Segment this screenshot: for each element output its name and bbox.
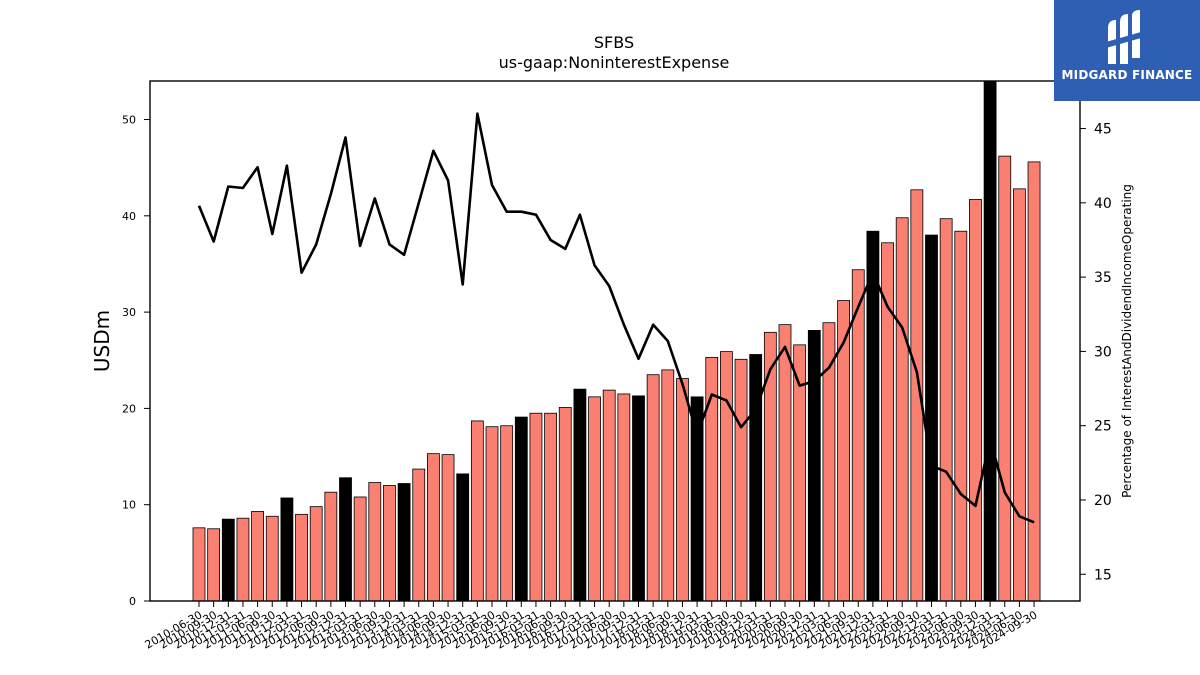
bar — [397, 483, 411, 602]
y-tick-label: 10 — [122, 499, 136, 512]
bar — [485, 426, 499, 602]
bar — [807, 330, 821, 602]
bar — [983, 80, 997, 602]
y-tick-label: 50 — [122, 114, 136, 127]
y2-tick-label: 35 — [1094, 270, 1112, 286]
bar — [295, 513, 308, 602]
bar — [588, 396, 601, 602]
bar — [192, 527, 206, 602]
y-axis-label: USDm — [90, 310, 114, 372]
bar — [558, 407, 572, 602]
y2-tick-label: 20 — [1094, 493, 1112, 509]
bar — [514, 416, 528, 602]
bar — [734, 358, 748, 602]
bar — [368, 482, 382, 602]
y-tick-label: 20 — [122, 402, 136, 415]
chart-subtitle: us-gaap:NoninterestExpense — [499, 53, 730, 72]
bar — [500, 425, 514, 602]
bar — [221, 518, 235, 602]
bar — [544, 412, 557, 602]
bar — [470, 420, 484, 602]
chart-title: SFBS — [594, 33, 634, 52]
bar — [309, 506, 323, 602]
bar — [749, 354, 763, 602]
bar — [939, 218, 953, 602]
bar — [280, 497, 294, 602]
bar — [251, 511, 265, 602]
bar — [925, 234, 938, 602]
bar — [837, 300, 850, 602]
bar — [617, 393, 631, 602]
axes: 01020304050152025303540452010-06-302010-… — [122, 80, 1112, 652]
bar — [339, 477, 352, 602]
bar — [383, 485, 396, 602]
y2-tick-label: 45 — [1094, 122, 1112, 138]
bar — [456, 473, 470, 602]
y-tick-label: 0 — [129, 595, 136, 608]
bar — [602, 389, 616, 602]
midgard-logo-icon — [1106, 10, 1148, 64]
bar — [632, 395, 645, 602]
bar — [720, 351, 733, 602]
bar — [441, 454, 455, 602]
line-path — [197, 112, 1035, 524]
bar — [236, 517, 250, 602]
line-series — [197, 112, 1035, 524]
brand-logo-text: MIDGARD FINANCE — [1061, 68, 1193, 82]
bar — [573, 388, 587, 602]
bar — [412, 468, 426, 602]
bar — [324, 491, 338, 602]
bar — [265, 515, 279, 602]
bar-series — [192, 80, 1041, 602]
y-tick-label: 40 — [122, 210, 136, 223]
brand-logo: MIDGARD FINANCE — [1054, 0, 1200, 101]
bar — [895, 217, 909, 602]
y2-tick-label: 15 — [1094, 567, 1112, 583]
bar — [778, 324, 792, 602]
bar — [866, 230, 880, 602]
bar — [426, 453, 440, 602]
bar — [646, 374, 660, 602]
bar — [822, 322, 836, 602]
y2-tick-label: 25 — [1094, 419, 1112, 435]
bar — [353, 496, 367, 602]
bar — [661, 369, 675, 602]
plot-frame — [149, 80, 1081, 602]
bar — [690, 396, 704, 602]
y-tick-label: 30 — [122, 306, 136, 319]
bar — [529, 412, 543, 602]
bar — [954, 230, 968, 602]
y2-tick-label: 40 — [1094, 196, 1112, 212]
bar — [998, 155, 1012, 602]
y2-axis-label: Percentage of InterestAndDividendIncomeO… — [1120, 184, 1134, 498]
bar — [1013, 188, 1026, 602]
bar — [676, 378, 689, 602]
bar — [1027, 161, 1041, 602]
bar — [207, 528, 221, 602]
bar — [969, 199, 982, 602]
y2-tick-label: 30 — [1094, 344, 1112, 360]
